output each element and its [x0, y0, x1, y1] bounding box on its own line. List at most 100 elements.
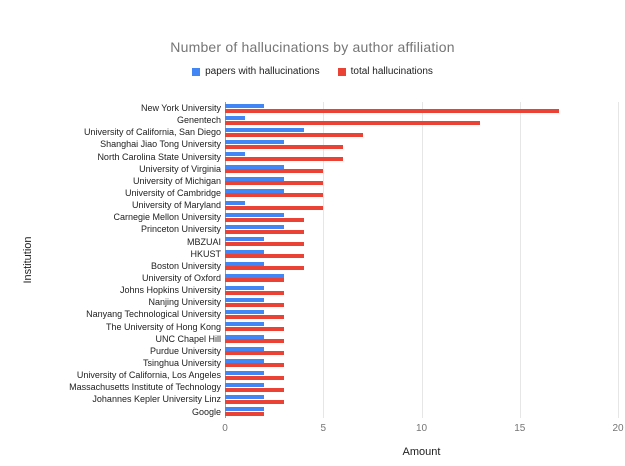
row-bars — [225, 345, 618, 357]
gridlines — [225, 102, 619, 418]
bar-papers-with-hallucinations — [225, 370, 265, 375]
bar-papers-with-hallucinations — [225, 116, 245, 121]
chart-row: Shanghai Jiao Tong University — [0, 138, 618, 150]
category-label: MBZUAI — [186, 236, 221, 247]
category-label: University of Maryland — [131, 200, 221, 211]
x-tick-label: 15 — [514, 423, 526, 434]
chart-row: HKUST — [0, 248, 618, 260]
bar-total-hallucinations — [225, 278, 284, 283]
bar-papers-with-hallucinations — [225, 298, 265, 303]
row-bars — [225, 296, 618, 308]
row-bars — [225, 333, 618, 345]
x-tick-label: 20 — [612, 423, 624, 434]
row-bars — [225, 381, 618, 393]
bar-total-hallucinations — [225, 120, 481, 125]
category-label: Nanyang Technological University — [86, 309, 221, 320]
chart-row: Tsinghua University — [0, 357, 618, 369]
row-bars — [225, 236, 618, 248]
row-bars — [225, 199, 618, 211]
category-label: Genentech — [176, 115, 221, 126]
bar-papers-with-hallucinations — [225, 213, 284, 218]
chart-row: Massachusetts Institute of Technology — [0, 381, 618, 393]
bar-papers-with-hallucinations — [225, 322, 265, 327]
bar-papers-with-hallucinations — [225, 237, 265, 242]
chart-row: Purdue University — [0, 345, 618, 357]
bar-total-hallucinations — [225, 363, 284, 368]
category-label: The University of Hong Kong — [105, 321, 221, 332]
bar-papers-with-hallucinations — [225, 261, 265, 266]
bar-total-hallucinations — [225, 193, 324, 198]
bar-papers-with-hallucinations — [225, 310, 265, 315]
x-tick-label: 0 — [222, 423, 228, 434]
category-label: Boston University — [150, 260, 221, 271]
row-bars — [225, 211, 618, 223]
plot-rows: New York University Genentech University… — [0, 102, 618, 418]
bar-total-hallucinations — [225, 242, 304, 247]
bar-papers-with-hallucinations — [225, 103, 265, 108]
chart-row: UNC Chapel Hill — [0, 333, 618, 345]
bar-papers-with-hallucinations — [225, 164, 284, 169]
row-bars — [225, 393, 618, 405]
bar-total-hallucinations — [225, 108, 560, 113]
chart-row: University of California, San Diego — [0, 126, 618, 138]
chart-row: Google — [0, 406, 618, 418]
bar-papers-with-hallucinations — [225, 273, 284, 278]
row-bars — [225, 175, 618, 187]
category-label: Massachusetts Institute of Technology — [69, 382, 221, 393]
bar-papers-with-hallucinations — [225, 188, 284, 193]
category-label: North Carolina State University — [97, 151, 221, 162]
category-label: Nanjing University — [148, 297, 221, 308]
x-tick-label: 5 — [320, 423, 327, 434]
row-bars — [225, 223, 618, 235]
gridline — [421, 102, 423, 418]
bar-total-hallucinations — [225, 181, 324, 186]
legend-swatch-red-icon — [337, 67, 346, 76]
bar-total-hallucinations — [225, 387, 284, 392]
category-label: Purdue University — [149, 345, 221, 356]
row-bars — [225, 126, 618, 138]
bar-papers-with-hallucinations — [225, 176, 284, 181]
bar-total-hallucinations — [225, 399, 284, 404]
bar-papers-with-hallucinations — [225, 334, 265, 339]
chart-row: Johns Hopkins University — [0, 284, 618, 296]
bar-papers-with-hallucinations — [225, 249, 265, 254]
chart-row: University of Maryland — [0, 199, 618, 211]
legend-item-total: total hallucinations — [337, 66, 433, 77]
chart-row: Nanyang Technological University — [0, 308, 618, 320]
row-bars — [225, 114, 618, 126]
bar-papers-with-hallucinations — [225, 358, 265, 363]
bar-total-hallucinations — [225, 375, 284, 380]
chart-row: Genentech — [0, 114, 618, 126]
category-label: HKUST — [190, 248, 221, 259]
bar-total-hallucinations — [225, 254, 304, 259]
row-bars — [225, 308, 618, 320]
row-bars — [225, 151, 618, 163]
y-axis-line — [225, 102, 226, 418]
category-label: UNC Chapel Hill — [155, 333, 221, 344]
category-label: Carnegie Mellon University — [113, 212, 221, 223]
bar-papers-with-hallucinations — [225, 201, 245, 206]
chart-row: University of Virginia — [0, 163, 618, 175]
row-bars — [225, 406, 618, 418]
chart-row: Boston University — [0, 260, 618, 272]
chart-row: North Carolina State University — [0, 151, 618, 163]
category-label: University of Cambridge — [124, 187, 221, 198]
chart-row: Johannes Kepler University Linz — [0, 393, 618, 405]
chart-row: University of Oxford — [0, 272, 618, 284]
category-label: University of California, San Diego — [83, 127, 221, 138]
bar-papers-with-hallucinations — [225, 407, 265, 412]
bar-total-hallucinations — [225, 217, 304, 222]
bar-total-hallucinations — [225, 157, 343, 162]
category-label: Tsinghua University — [142, 357, 221, 368]
chart-title: Number of hallucinations by author affil… — [170, 39, 455, 55]
category-label: University of Virginia — [139, 163, 221, 174]
category-label: Johns Hopkins University — [119, 285, 221, 296]
bar-papers-with-hallucinations — [225, 383, 265, 388]
row-bars — [225, 272, 618, 284]
category-label: New York University — [140, 103, 221, 113]
chart-row: The University of Hong Kong — [0, 321, 618, 333]
bar-total-hallucinations — [225, 266, 304, 271]
bar-total-hallucinations — [225, 132, 363, 137]
gridline — [519, 102, 521, 418]
